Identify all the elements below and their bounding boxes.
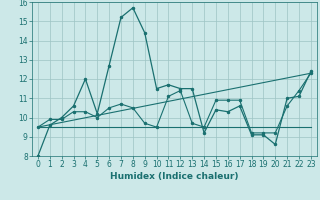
X-axis label: Humidex (Indice chaleur): Humidex (Indice chaleur) <box>110 172 239 181</box>
